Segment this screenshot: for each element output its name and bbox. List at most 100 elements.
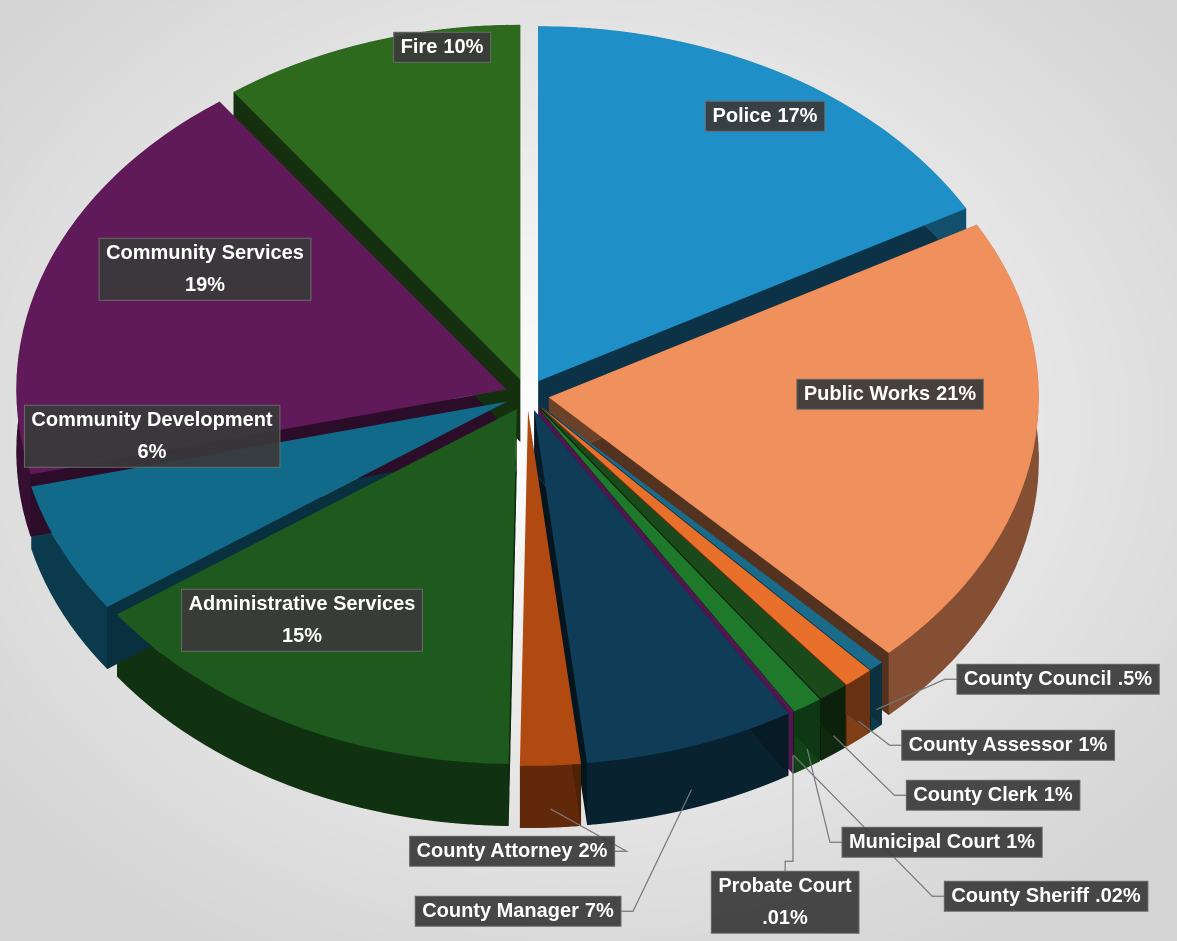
- leader-line: [792, 754, 945, 897]
- data-label: County Clerk 1%: [905, 779, 1081, 811]
- slice-face: [508, 409, 517, 827]
- value-label: 1%: [1006, 831, 1035, 853]
- label-box: [23, 404, 281, 468]
- slice-tops: [16, 24, 1039, 766]
- value-label: 10%: [443, 36, 483, 58]
- label-text: County Assessor 1%: [909, 734, 1108, 756]
- value-label: .01%: [762, 907, 808, 929]
- data-label: Fire 10%: [393, 31, 492, 63]
- data-label: Probate Court .01%: [710, 870, 860, 934]
- label-text: Administrative Services 15%: [189, 593, 416, 647]
- value-label: 1%: [1078, 734, 1107, 756]
- category-name: County Clerk: [913, 784, 1038, 806]
- slice: [534, 410, 789, 764]
- slice: [233, 24, 521, 380]
- leader-line: [784, 755, 794, 872]
- slice-rim: [587, 713, 789, 826]
- category-name: Police: [713, 105, 772, 127]
- data-label: County Sheriff .02%: [943, 880, 1149, 912]
- label-text: Community Development 6%: [31, 409, 272, 463]
- label-text: Fire 10%: [401, 36, 484, 58]
- value-label: 1%: [1044, 784, 1073, 806]
- slice: [31, 401, 507, 607]
- category-name: Public Works: [804, 383, 930, 405]
- label-box: [393, 31, 492, 63]
- category-name: Administrative Services: [189, 593, 416, 615]
- data-label: Public Works 21%: [796, 378, 984, 410]
- leader-line: [832, 735, 907, 796]
- slice: [117, 409, 517, 765]
- category-name: Community Development: [31, 409, 272, 431]
- labels: Police 17% Public Works 21% County Council .5…: [23, 31, 1160, 934]
- category-name: County Council: [964, 668, 1112, 690]
- category-name: Fire: [401, 36, 438, 58]
- label-text: Community Services 19%: [106, 242, 304, 296]
- leader-line: [858, 720, 902, 746]
- value-label: 17%: [777, 105, 817, 127]
- leader-line: [550, 808, 629, 852]
- label-text: County Attorney 2%: [417, 840, 608, 862]
- label-box: [956, 663, 1160, 695]
- value-label: 2%: [579, 840, 608, 862]
- category-name: Community Services: [106, 242, 304, 264]
- data-label: Community Development 6%: [23, 404, 281, 468]
- category-name: Municipal Court: [849, 831, 1000, 853]
- slice: [519, 410, 582, 766]
- leader-line: [621, 789, 693, 912]
- data-label: County Council .5%: [956, 663, 1160, 695]
- label-text: County Manager 7%: [422, 900, 614, 922]
- label-box: [905, 779, 1081, 811]
- label-box: [409, 835, 616, 867]
- label-text: County Clerk 1%: [913, 784, 1073, 806]
- data-label: County Assessor 1%: [901, 729, 1116, 761]
- value-label: 7%: [585, 900, 614, 922]
- label-text: County Council .5%: [964, 668, 1152, 690]
- value-label: 15%: [282, 625, 322, 647]
- data-label: Police 17%: [705, 100, 826, 132]
- slice-rim: [888, 224, 1039, 716]
- leader-line: [806, 748, 842, 843]
- slice: [538, 26, 967, 382]
- value-label: 6%: [138, 441, 167, 463]
- slice-rim: [519, 763, 582, 828]
- value-label: .5%: [1118, 668, 1153, 690]
- slice: [540, 407, 846, 699]
- slice: [541, 407, 870, 685]
- label-box: [796, 378, 984, 410]
- data-label: Municipal Court 1%: [841, 826, 1043, 858]
- category-name: County Manager: [422, 900, 579, 922]
- label-box: [901, 729, 1116, 761]
- data-label: Administrative Services 15%: [181, 588, 423, 652]
- category-name: County Attorney: [417, 840, 574, 862]
- value-label: 19%: [185, 274, 225, 296]
- category-name: County Sheriff: [951, 885, 1089, 907]
- slice-rim: [117, 614, 509, 827]
- label-text: Municipal Court 1%: [849, 831, 1035, 853]
- category-name: County Assessor: [909, 734, 1073, 756]
- slice: [538, 408, 794, 713]
- label-box: [710, 870, 860, 934]
- label-box: [943, 880, 1149, 912]
- data-label: County Attorney 2%: [409, 835, 616, 867]
- slice: [542, 406, 882, 670]
- label-box: [181, 588, 423, 652]
- value-label: 21%: [936, 383, 976, 405]
- value-label: .02%: [1095, 885, 1141, 907]
- label-box: [98, 237, 312, 301]
- label-box: [414, 895, 622, 927]
- leader-line: [876, 678, 957, 711]
- label-text: Public Works 21%: [804, 383, 977, 405]
- label-text: County Sheriff .02%: [951, 885, 1141, 907]
- label-box: [841, 826, 1043, 858]
- slice: [539, 408, 820, 712]
- slice: [538, 408, 794, 712]
- label-text: Police 17%: [713, 105, 818, 127]
- data-label: Community Services 19%: [98, 237, 312, 301]
- category-name: Probate Court: [718, 875, 852, 897]
- slice: [548, 224, 1039, 654]
- data-label: County Manager 7%: [414, 895, 622, 927]
- label-box: [705, 100, 826, 132]
- label-text: Probate Court .01%: [718, 875, 852, 929]
